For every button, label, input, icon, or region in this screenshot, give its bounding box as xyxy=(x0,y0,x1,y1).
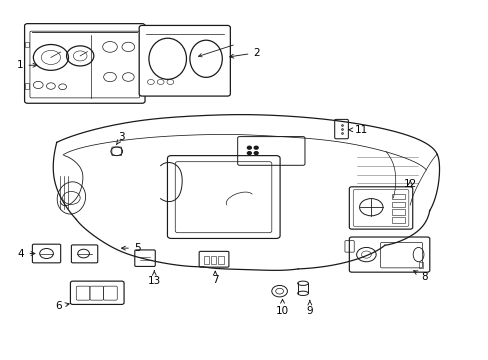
Text: 10: 10 xyxy=(275,300,288,316)
Bar xyxy=(391,194,405,199)
FancyBboxPatch shape xyxy=(199,251,228,267)
Bar xyxy=(141,83,146,89)
Text: 13: 13 xyxy=(147,271,161,286)
FancyBboxPatch shape xyxy=(334,120,347,139)
FancyBboxPatch shape xyxy=(70,281,124,305)
FancyBboxPatch shape xyxy=(348,187,412,229)
Bar xyxy=(203,256,208,264)
FancyBboxPatch shape xyxy=(32,244,61,263)
FancyBboxPatch shape xyxy=(135,250,155,266)
FancyBboxPatch shape xyxy=(24,24,145,103)
Text: 3: 3 xyxy=(116,132,124,145)
Circle shape xyxy=(247,152,251,154)
Bar xyxy=(210,256,216,264)
Text: 5: 5 xyxy=(121,243,140,253)
Bar xyxy=(24,83,29,89)
Text: 11: 11 xyxy=(348,125,367,135)
Text: 2: 2 xyxy=(229,48,260,58)
Bar xyxy=(391,210,405,215)
Bar xyxy=(218,256,223,264)
Text: 12: 12 xyxy=(403,179,416,189)
Text: 8: 8 xyxy=(413,271,427,282)
FancyBboxPatch shape xyxy=(71,245,98,263)
Circle shape xyxy=(254,152,258,154)
Bar xyxy=(141,42,146,48)
Circle shape xyxy=(247,146,251,149)
Bar xyxy=(391,202,405,207)
FancyBboxPatch shape xyxy=(139,26,230,96)
Bar xyxy=(391,217,405,223)
Text: 9: 9 xyxy=(306,300,312,316)
FancyBboxPatch shape xyxy=(348,237,429,272)
Bar xyxy=(24,42,29,48)
Circle shape xyxy=(254,146,258,149)
Bar xyxy=(418,262,423,267)
Text: 6: 6 xyxy=(55,301,69,311)
Text: 1: 1 xyxy=(17,60,37,70)
Text: 4: 4 xyxy=(18,248,35,258)
Text: 7: 7 xyxy=(211,271,218,285)
